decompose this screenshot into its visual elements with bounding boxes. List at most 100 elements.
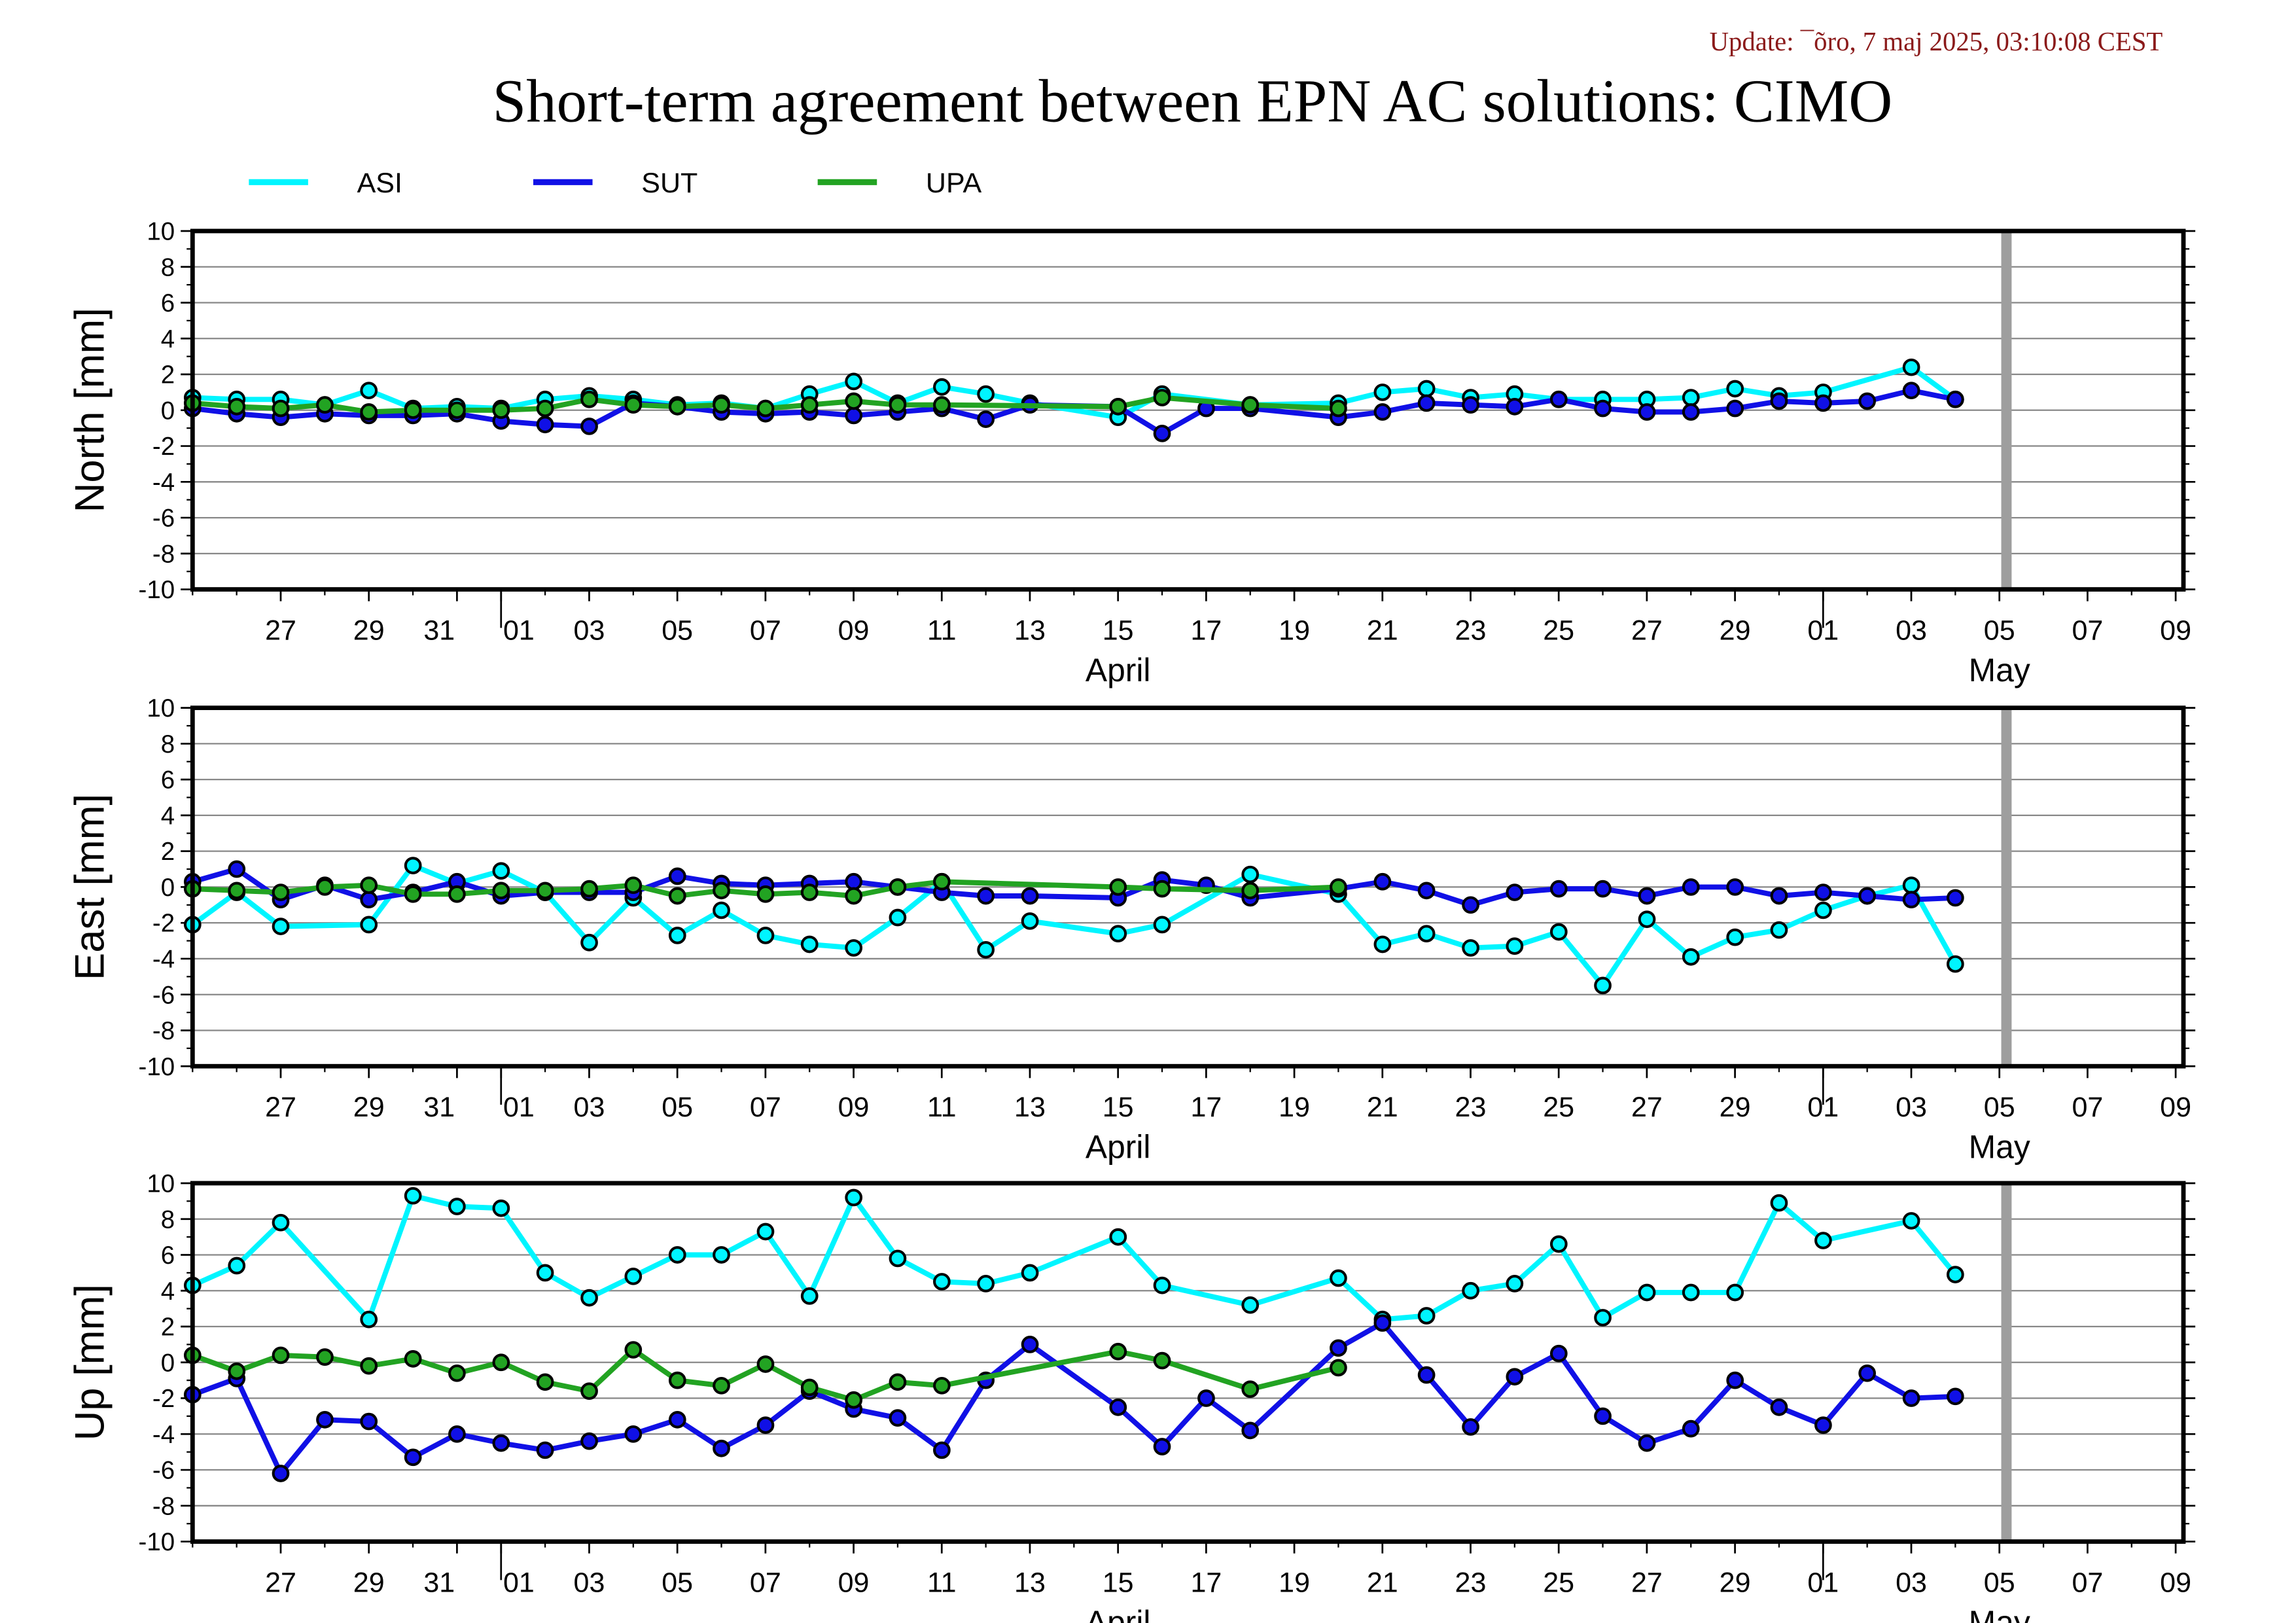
data-point-upa	[800, 883, 819, 901]
x-tick-label: 13	[1014, 615, 1046, 647]
data-point-sut	[1462, 396, 1479, 414]
x-tick-label: 21	[1367, 1567, 1398, 1599]
x-tick-label: 07	[2072, 615, 2103, 647]
data-point-asi	[228, 1257, 246, 1275]
y-tick-label: -8	[152, 1017, 175, 1045]
x-tick-label: 09	[2160, 615, 2191, 647]
y-tick-label: -2	[152, 1385, 175, 1413]
x-tick-label: 09	[838, 1092, 870, 1123]
x-tick-label: 01	[503, 615, 535, 647]
data-point-upa	[845, 392, 863, 410]
data-point-sut	[1241, 1421, 1260, 1440]
data-point-asi	[492, 1199, 510, 1217]
data-point-sut	[1417, 1366, 1436, 1384]
data-point-upa	[1241, 1380, 1260, 1399]
data-point-upa	[272, 883, 290, 901]
y-tick-label: 4	[161, 325, 175, 353]
data-point-upa	[492, 882, 510, 900]
y-axis-label: North [mm]	[67, 308, 113, 512]
data-point-sut	[1330, 1339, 1347, 1357]
data-point-upa	[624, 1341, 643, 1359]
y-tick-label: -8	[152, 540, 175, 568]
data-point-asi	[800, 935, 819, 954]
chart-title: Short-term agreement between EPN AC solu…	[492, 66, 1893, 135]
x-tick-label: 01	[503, 1092, 535, 1123]
data-point-sut	[845, 406, 863, 425]
data-point-asi	[756, 927, 775, 944]
data-point-asi	[492, 862, 510, 880]
y-tick-label: 2	[161, 1313, 175, 1342]
data-point-sut	[1462, 896, 1479, 914]
data-point-upa	[448, 401, 466, 419]
data-point-asi	[668, 927, 686, 944]
y-tick-label: -10	[139, 1053, 175, 1081]
data-point-asi	[1373, 383, 1392, 401]
data-point-asi	[1946, 955, 1964, 973]
x-tick-label: 21	[1367, 615, 1398, 647]
x-tick-label: 25	[1543, 1092, 1574, 1123]
y-tick-label: -6	[152, 981, 175, 1009]
data-point-asi	[1373, 935, 1392, 954]
x-tick-label: 07	[750, 1092, 781, 1123]
data-point-sut	[1726, 399, 1744, 418]
data-point-asi	[1726, 928, 1744, 946]
data-point-sut	[272, 1465, 290, 1482]
y-tick-label: -10	[139, 1528, 175, 1556]
data-point-upa	[668, 1371, 686, 1389]
data-point-asi	[1109, 925, 1127, 943]
data-point-upa	[668, 887, 686, 905]
x-tick-label: 19	[1279, 1092, 1310, 1123]
data-point-asi	[1902, 358, 1920, 376]
x-tick-label: 29	[353, 1092, 385, 1123]
data-point-upa	[536, 882, 554, 900]
data-point-asi	[404, 1186, 422, 1205]
data-point-asi	[1638, 910, 1656, 929]
data-point-upa	[1153, 389, 1171, 406]
data-point-upa	[1330, 399, 1347, 418]
data-point-asi	[1549, 923, 1568, 941]
data-point-sut	[1197, 1389, 1215, 1407]
x-tick-label: 07	[750, 1567, 781, 1599]
x-tick-label: 29	[1720, 1567, 1751, 1599]
data-point-asi	[977, 941, 995, 959]
data-point-asi	[1241, 865, 1260, 883]
data-point-asi	[1330, 1269, 1347, 1287]
data-point-upa	[713, 396, 730, 414]
x-tick-label: 23	[1455, 615, 1487, 647]
x-tick-label: 09	[838, 615, 870, 647]
data-point-asi	[889, 908, 907, 927]
data-point-sut	[1902, 891, 1920, 909]
data-point-sut	[228, 860, 246, 878]
data-point-asi	[1682, 948, 1700, 966]
data-point-asi	[448, 1198, 466, 1215]
y-tick-label: 8	[161, 1205, 175, 1234]
data-point-sut	[889, 1409, 907, 1427]
data-point-upa	[933, 872, 951, 891]
data-point-asi	[1594, 1309, 1612, 1327]
data-point-sut	[404, 1448, 422, 1467]
x-tick-label: 03	[1896, 1567, 1927, 1599]
data-point-sut	[1462, 1418, 1479, 1436]
data-point-sut	[360, 1412, 378, 1431]
data-point-sut	[580, 418, 598, 435]
y-tick-label: -6	[152, 505, 175, 533]
data-point-sut	[1549, 1344, 1568, 1363]
y-tick-label: -4	[152, 469, 175, 497]
data-point-sut	[1682, 403, 1700, 421]
y-tick-label: 8	[161, 730, 175, 758]
data-point-asi	[933, 1273, 951, 1291]
data-point-asi	[1506, 937, 1524, 955]
y-tick-label: 0	[161, 874, 175, 902]
data-point-upa	[536, 399, 554, 418]
x-tick-label: 03	[1896, 615, 1927, 647]
data-point-asi	[1902, 1212, 1920, 1230]
data-point-upa	[360, 403, 378, 421]
x-tick-label: 27	[1631, 615, 1663, 647]
data-point-asi	[1021, 1264, 1039, 1282]
data-point-asi	[668, 1246, 686, 1264]
data-point-asi	[1109, 1228, 1127, 1246]
x-tick-label: 03	[1896, 1092, 1927, 1123]
x-tick-label: 07	[2072, 1567, 2103, 1599]
data-point-upa	[360, 1357, 378, 1375]
